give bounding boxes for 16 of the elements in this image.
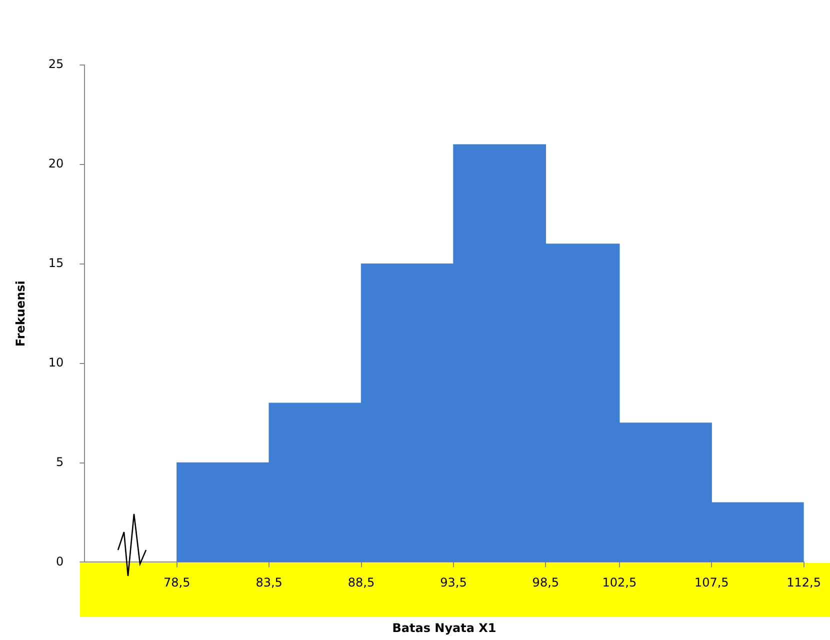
y-tick-label: 5 xyxy=(56,454,64,469)
y-tick-label: 10 xyxy=(48,355,64,370)
x-axis-title: Batas Nyata X1 xyxy=(392,620,496,635)
x-tick-label: 93,5 xyxy=(440,576,467,590)
x-tick-label: 102,5 xyxy=(602,576,637,590)
y-tick-label: 0 xyxy=(56,554,64,568)
y-tick-label: 25 xyxy=(48,57,64,72)
y-axis-title: Frekuensi xyxy=(13,280,28,347)
x-tick-label: 107,5 xyxy=(694,576,729,590)
y-tick-label: 20 xyxy=(48,156,64,171)
y-tick-label: 15 xyxy=(48,256,64,270)
x-tick-label: 83,5 xyxy=(256,576,282,590)
x-tick-label: 78,5 xyxy=(164,576,190,590)
x-tick-label: 112,5 xyxy=(786,576,822,590)
x-tick-label: 88,5 xyxy=(348,576,375,590)
x-tick-label: 98,5 xyxy=(532,576,560,590)
